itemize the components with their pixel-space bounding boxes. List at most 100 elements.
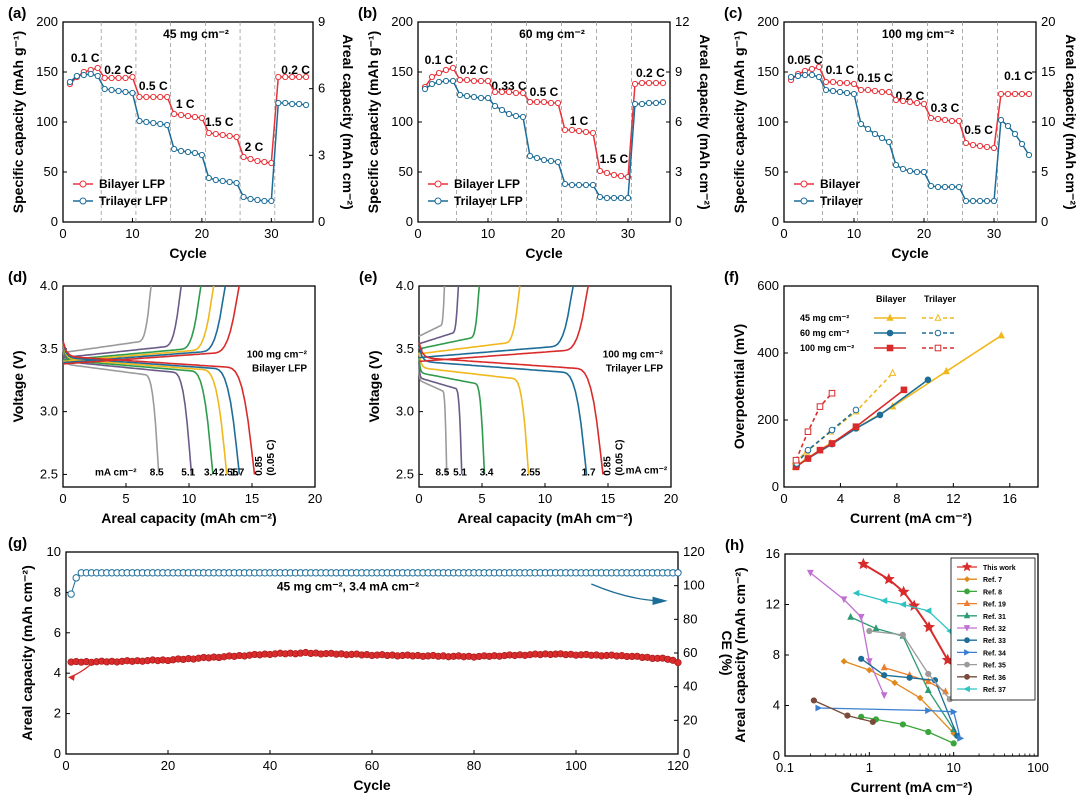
data-point xyxy=(610,194,618,202)
y-tick-label: 50 xyxy=(399,164,413,179)
y-axis-title: Specific capacity (mAh g⁻¹) xyxy=(731,31,747,213)
data-point xyxy=(969,197,977,205)
data-point xyxy=(924,376,932,384)
charge-curve xyxy=(62,285,240,365)
data-point xyxy=(624,194,632,202)
data-point xyxy=(925,728,932,736)
data-point xyxy=(456,76,464,84)
data-point xyxy=(787,73,795,81)
legend-label: Ref. 35 xyxy=(983,663,1006,670)
legend-label: Ref. 7 xyxy=(983,577,1002,584)
panel-label: (h) xyxy=(725,537,744,554)
legend-label: This work xyxy=(983,565,1016,572)
data-point xyxy=(540,156,548,164)
data-point xyxy=(804,428,812,436)
data-point xyxy=(212,130,219,138)
panel-h: 0.1 1 10 100 0 4 8 12 16 Current (mA cm⁻²) Areal c… xyxy=(725,537,1049,795)
data-point xyxy=(899,601,906,608)
current-label: 2.55 xyxy=(219,468,239,479)
data-point xyxy=(470,93,478,101)
data-point xyxy=(596,193,604,201)
x-tick-label: 0 xyxy=(62,758,69,773)
data-point xyxy=(526,152,534,160)
y-tick-label: 4.0 xyxy=(396,278,414,293)
y2-axis-title: Areal capacity (mAh cm⁻²) xyxy=(340,34,356,209)
data-point xyxy=(878,134,886,142)
loading-title: 100 mg cm⁻² xyxy=(882,27,954,41)
data-point xyxy=(268,197,275,205)
legend-label: Ref. 33 xyxy=(983,638,1006,645)
loading-title: 60 mg cm⁻² xyxy=(519,27,585,41)
y-tick-label: 100 xyxy=(757,114,779,129)
annotation-loading: 100 mg cm⁻² xyxy=(603,350,664,361)
legend-label: Bilayer xyxy=(820,177,860,191)
data-point xyxy=(892,161,900,169)
data-point xyxy=(794,72,802,80)
data-point xyxy=(948,183,956,191)
panel-label: (c) xyxy=(724,5,742,22)
legend-marker xyxy=(886,329,894,337)
legend-label: Ref. 34 xyxy=(983,650,1006,657)
legend-marker xyxy=(964,588,970,595)
data-point xyxy=(1025,90,1033,98)
data-point xyxy=(899,165,907,173)
data-point xyxy=(885,138,893,146)
data-point xyxy=(302,73,310,81)
y-tick-label: 50 xyxy=(44,164,58,179)
x-tick-label: 120 xyxy=(667,758,689,773)
x-tick-label: 80 xyxy=(467,758,481,773)
data-point xyxy=(871,130,879,138)
data-point xyxy=(983,197,991,205)
rate-label: 1 C xyxy=(570,114,589,128)
data-point xyxy=(866,666,873,674)
data-point xyxy=(880,663,888,671)
y2-tick-label: 5 xyxy=(1041,164,1048,179)
legend-label: Ref. 32 xyxy=(983,626,1006,633)
data-point xyxy=(435,69,443,77)
legend-header: Trilayer xyxy=(924,294,957,304)
data-point xyxy=(101,74,108,82)
rate-label: 0.5 C xyxy=(964,123,993,137)
legend-label: 60 mg cm⁻² xyxy=(800,328,849,338)
data-point xyxy=(997,90,1005,98)
data-point xyxy=(136,93,143,101)
data-point xyxy=(442,77,450,85)
y-tick-label: 2.5 xyxy=(396,466,414,481)
data-point xyxy=(575,181,583,189)
y-axis-title: Voltage (V) xyxy=(10,350,26,422)
data-point xyxy=(254,157,261,165)
y2-tick-label: 80 xyxy=(683,611,697,626)
data-point xyxy=(484,94,492,102)
data-point xyxy=(240,193,247,201)
x-tick-label: 20 xyxy=(664,491,678,506)
data-point xyxy=(526,98,534,106)
data-point xyxy=(177,147,185,155)
data-point xyxy=(858,655,865,662)
charge-curve xyxy=(418,285,446,337)
data-point xyxy=(652,79,660,87)
data-point xyxy=(477,77,485,85)
legend-marker xyxy=(962,561,972,572)
data-point xyxy=(828,440,836,447)
data-point xyxy=(463,92,471,100)
data-point xyxy=(296,73,303,81)
legend-marker xyxy=(963,611,971,619)
plot-frame xyxy=(62,285,316,488)
data-point xyxy=(150,119,157,127)
data-point xyxy=(505,88,513,96)
x-tick-label: 5 xyxy=(122,491,129,506)
data-point xyxy=(822,86,830,94)
data-point xyxy=(428,73,436,81)
data-point xyxy=(850,80,858,88)
x-tick-label: 1 xyxy=(866,760,873,775)
legend-label: Ref. 19 xyxy=(983,602,1006,609)
series-line xyxy=(818,707,961,739)
charge-curve xyxy=(418,285,481,350)
rate-label: 0.15 C xyxy=(857,71,893,85)
data-point xyxy=(816,403,824,410)
x-axis-title: Current (mA cm⁻²) xyxy=(850,510,972,526)
x-tick-label: 12 xyxy=(946,491,960,506)
data-point xyxy=(924,677,932,685)
loading-title: 45 mg cm⁻² xyxy=(163,27,229,41)
data-point xyxy=(428,80,436,88)
